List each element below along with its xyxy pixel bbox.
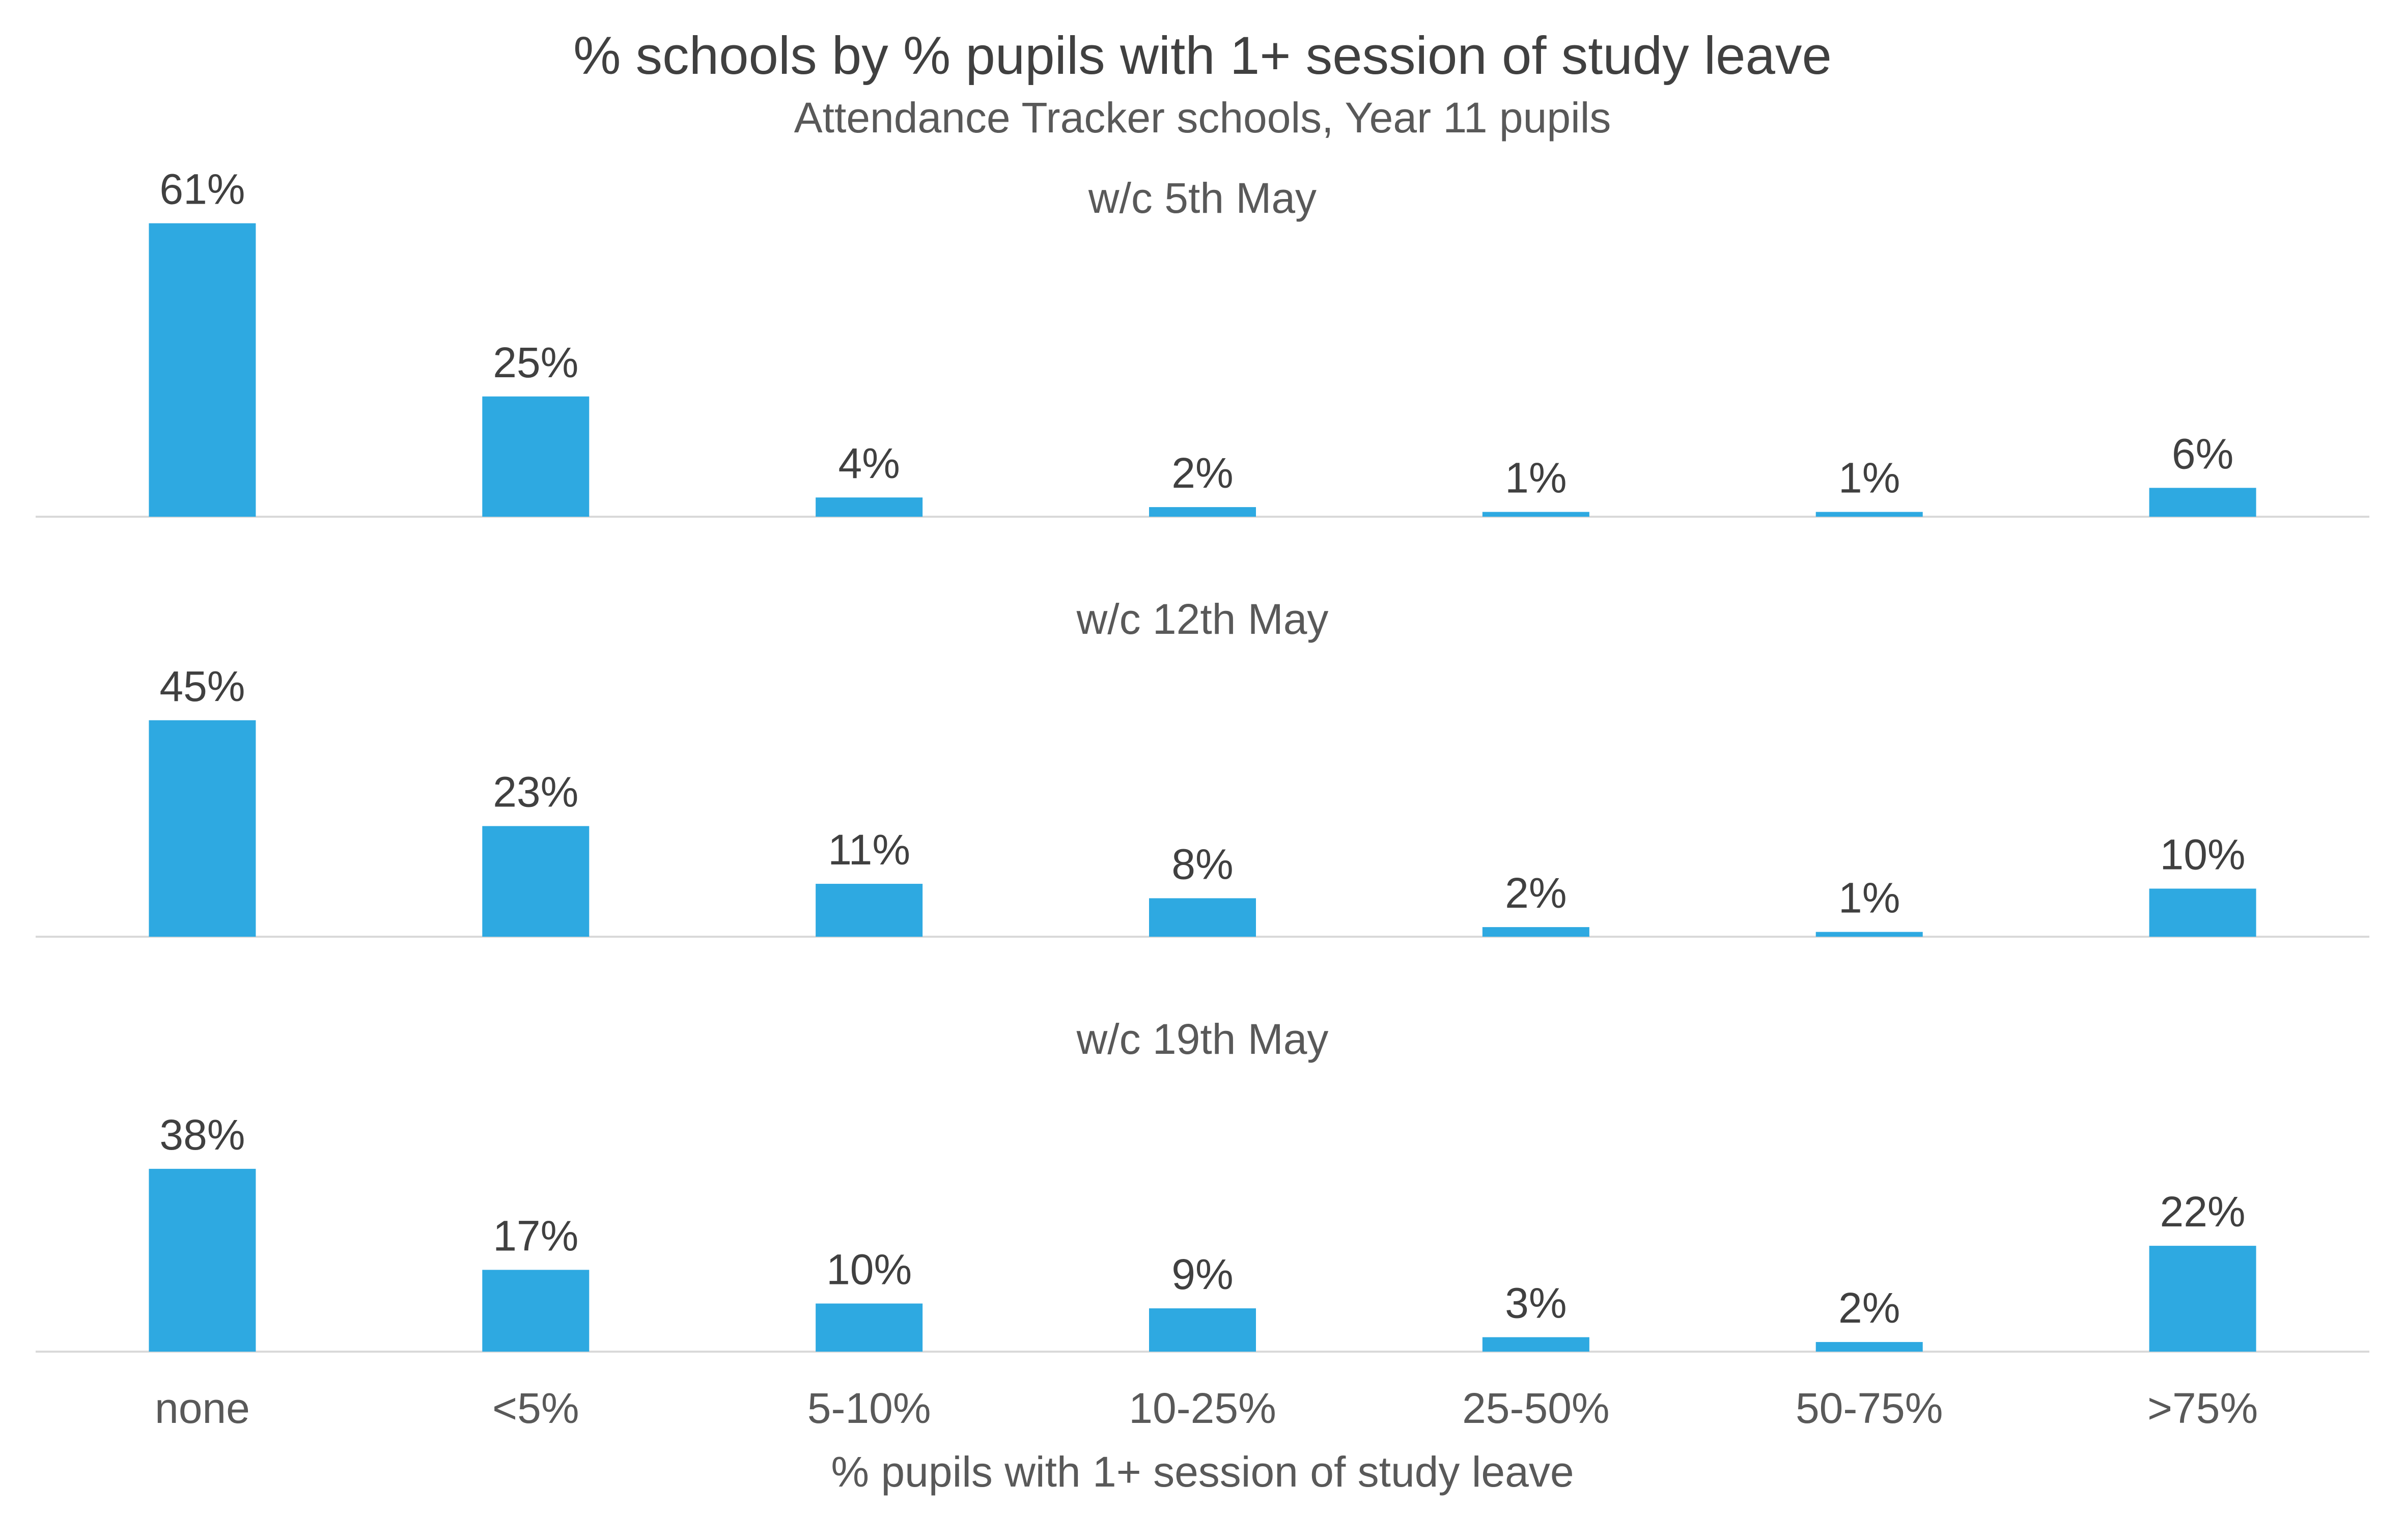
data-label: 22% [2160, 1188, 2246, 1236]
x-axis-title: % pupils with 1+ session of study leave [831, 1448, 1574, 1496]
data-label: 25% [493, 339, 578, 386]
data-label: 10% [826, 1246, 912, 1294]
bar [816, 884, 923, 937]
panel: w/c 12th May 45% 23% 11% 8% 2% 1% 10% [36, 595, 2369, 938]
data-label: 1% [1838, 874, 1900, 922]
data-label: 4% [838, 439, 900, 487]
data-label: 10% [2160, 831, 2246, 879]
data-label: 6% [2172, 430, 2233, 478]
x-tick-label: 50-75% [1796, 1384, 1943, 1432]
data-label: 23% [493, 768, 578, 816]
chart-subtitle: Attendance Tracker schools, Year 11 pupi… [794, 94, 1611, 142]
panels: w/c 5th May 61% 25% 4% 2% 1% 1% 6% w/c 12th May 4… [36, 165, 2369, 1353]
data-label: 2% [1838, 1284, 1900, 1332]
bar [2149, 888, 2256, 937]
panel-title: w/c 5th May [1088, 174, 1317, 222]
panel-title: w/c 19th May [1076, 1015, 1329, 1063]
data-label: 2% [1505, 869, 1567, 917]
data-label: 38% [159, 1111, 245, 1159]
data-label: 9% [1171, 1250, 1233, 1298]
data-label: 61% [159, 165, 245, 213]
bar [149, 223, 256, 517]
bar [1149, 1308, 1256, 1352]
panel: w/c 19th May 38% 17% 10% 9% 3% 2% 22% [36, 1015, 2369, 1353]
x-tick-label: none [155, 1384, 250, 1432]
x-tick-label: 25-50% [1462, 1384, 1610, 1432]
data-label: 1% [1838, 454, 1900, 502]
data-label: 45% [159, 662, 245, 710]
bar [1815, 512, 1923, 517]
panel: w/c 5th May 61% 25% 4% 2% 1% 1% 6% [36, 165, 2369, 518]
x-tick-label: 10-25% [1129, 1384, 1276, 1432]
bar [2149, 1246, 2256, 1352]
bar [1815, 1342, 1923, 1352]
bar [2149, 488, 2256, 517]
bar [482, 826, 590, 937]
x-axis-tick-labels: none <5% 5-10% 10-25% 25-50% 50-75% >75% [155, 1384, 2258, 1432]
bar [1482, 512, 1589, 517]
bar [482, 396, 590, 517]
bar [816, 1303, 923, 1352]
data-label: 3% [1505, 1279, 1567, 1327]
panel-title: w/c 12th May [1076, 595, 1329, 643]
x-tick-label: >75% [2147, 1384, 2258, 1432]
x-tick-label: 5-10% [807, 1384, 931, 1432]
chart-title: % schools by % pupils with 1+ session of… [573, 26, 1832, 86]
bar [816, 497, 923, 517]
bar [1149, 898, 1256, 937]
bar [482, 1270, 590, 1352]
bar [1149, 507, 1256, 517]
bar [149, 1168, 256, 1352]
bar [1815, 932, 1923, 937]
x-tick-label: <5% [492, 1384, 579, 1432]
bar [1482, 927, 1589, 937]
data-label: 17% [493, 1212, 578, 1259]
data-label: 11% [828, 826, 910, 874]
data-label: 1% [1505, 454, 1567, 502]
bar [149, 720, 256, 937]
data-label: 2% [1171, 449, 1233, 497]
bar [1482, 1337, 1589, 1352]
data-label: 8% [1171, 840, 1233, 888]
